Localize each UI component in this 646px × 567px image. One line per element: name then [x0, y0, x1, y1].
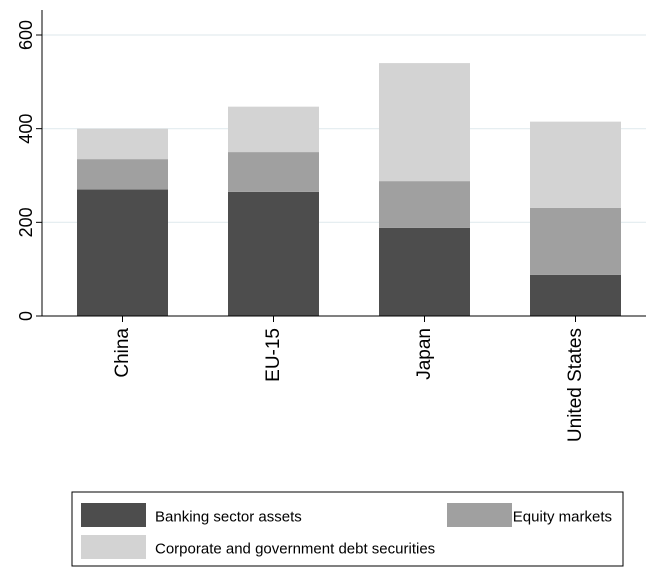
- bar-segment: [379, 63, 470, 182]
- x-tick-label: United States: [565, 328, 586, 442]
- bar-segment: [228, 106, 319, 153]
- bar-segment: [77, 159, 168, 190]
- bars: [77, 63, 621, 316]
- x-axis-labels: China EU-15 Japan United States: [112, 316, 586, 442]
- legend-swatch: [81, 503, 146, 527]
- x-tick-label: EU-15: [263, 328, 284, 382]
- bar-segment: [530, 274, 621, 316]
- bar-segment: [77, 189, 168, 316]
- bar-segment: [379, 181, 470, 228]
- y-tick-label: 600: [16, 20, 36, 50]
- bar-segment: [379, 227, 470, 316]
- y-tick-label: 400: [16, 114, 36, 144]
- bar-segment: [77, 128, 168, 160]
- bar-segment: [228, 152, 319, 192]
- legend-swatch: [447, 503, 512, 527]
- legend-frame: [71, 491, 624, 567]
- legend: Banking sector assets Equity markets Corpo…: [71, 491, 624, 567]
- x-tick-label: Japan: [414, 328, 435, 380]
- bar-segment: [228, 191, 319, 316]
- x-tick-label: China: [112, 328, 133, 378]
- legend-label: Banking sector assets: [155, 509, 302, 526]
- y-axis-ticks: 0 200 400 600: [16, 20, 42, 321]
- y-tick-label: 200: [16, 207, 36, 237]
- y-tick-label: 0: [16, 311, 36, 321]
- bar-segment: [530, 121, 621, 208]
- legend-label: Equity markets: [513, 509, 612, 526]
- bar-segment: [530, 207, 621, 275]
- legend-swatch: [81, 535, 146, 559]
- legend-label: Corporate and government debt securities: [155, 541, 435, 558]
